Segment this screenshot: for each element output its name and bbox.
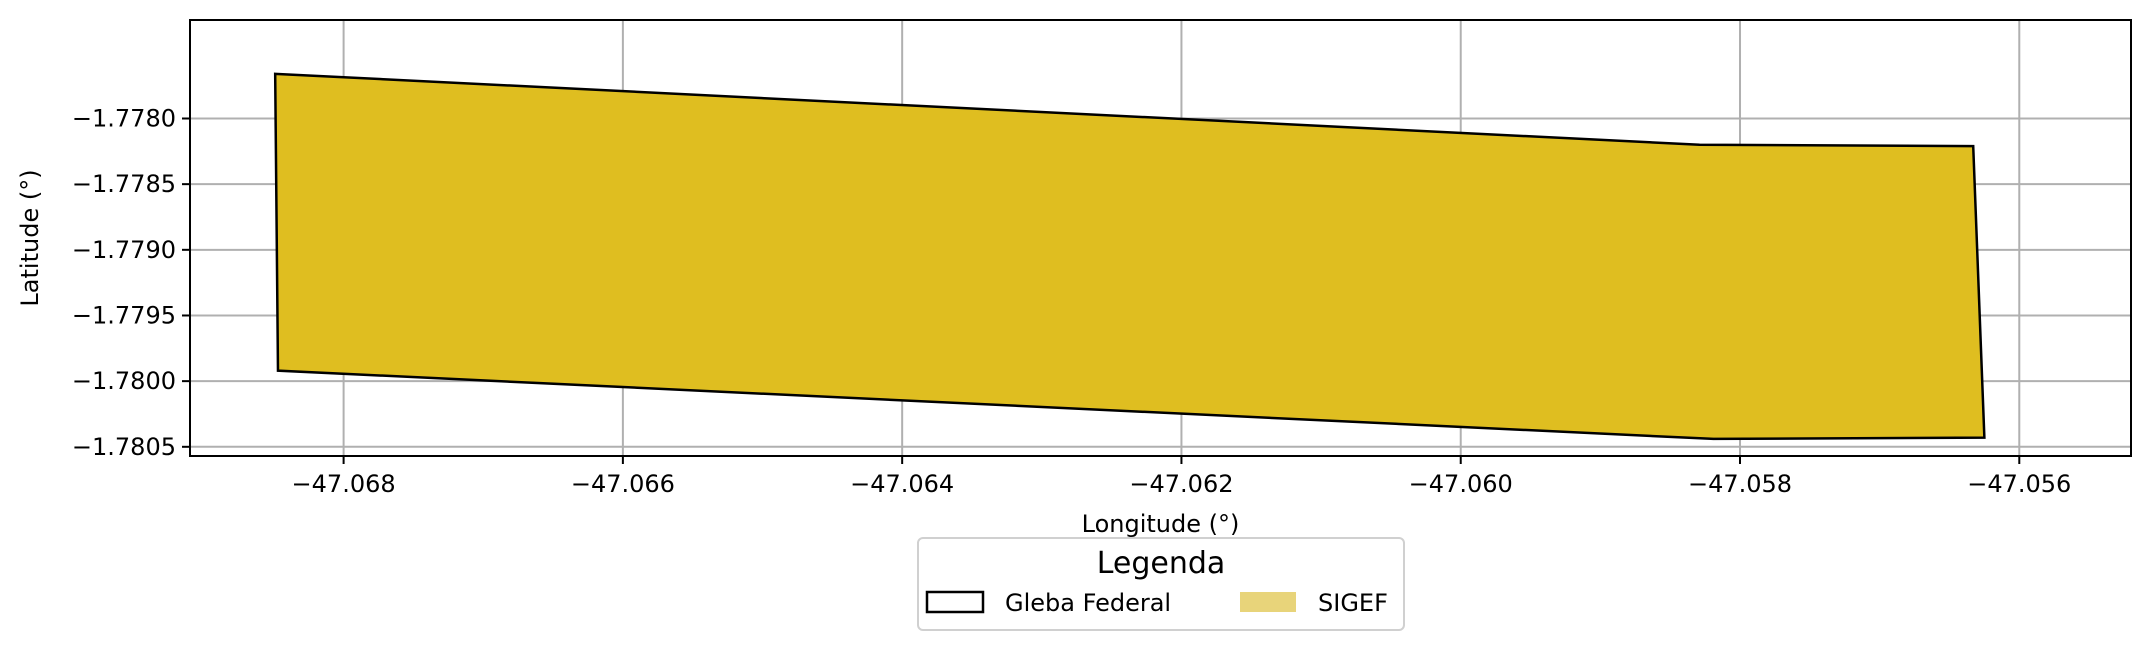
- series-sigef-polygon: [275, 73, 1985, 439]
- y-tick-label: −1.7790: [72, 236, 176, 264]
- y-tick-label: −1.7780: [72, 104, 176, 132]
- x-tick-label: −47.064: [850, 470, 954, 498]
- legend-entries: Gleba Federal SIGEF: [925, 589, 1388, 617]
- y-tick-label: −1.7800: [72, 367, 176, 395]
- legend-label-sigef: SIGEF: [1318, 589, 1388, 617]
- x-tick-label: −47.066: [571, 470, 675, 498]
- legend-label-gleba-federal: Gleba Federal: [1005, 589, 1171, 617]
- y-axis: −1.7780 −1.7785 −1.7790 −1.7795 −1.7800 −1.78…: [72, 104, 190, 461]
- plot-area: [189, 19, 2132, 457]
- x-axis: −47.068 −47.066 −47.064 −47.062 −47.060 −47.0…: [292, 456, 2071, 498]
- y-tick-label: −1.7795: [72, 301, 176, 329]
- y-axis-label: Latitude (°): [16, 169, 44, 306]
- x-tick-label: −47.062: [1129, 470, 1233, 498]
- legend-title: Legenda: [1097, 546, 1226, 581]
- plot-frame: [189, 19, 2132, 457]
- x-tick-label: −47.056: [1967, 470, 2071, 498]
- series-gleba-federal-polygon: [273, 72, 1986, 441]
- y-tick-label: −1.7785: [72, 170, 176, 198]
- x-tick-label: −47.068: [292, 470, 396, 498]
- legend: Legenda Gleba Federal SIGEF: [917, 537, 1405, 631]
- y-tick-label: −1.7805: [72, 433, 176, 461]
- legend-swatch-sigef: [1240, 592, 1296, 612]
- x-tick-label: −47.058: [1688, 470, 1792, 498]
- legend-swatch-gleba-federal: [925, 590, 985, 614]
- x-axis-label: Longitude (°): [1082, 510, 1240, 538]
- series-layer: [273, 72, 1986, 441]
- x-tick-label: −47.060: [1409, 470, 1513, 498]
